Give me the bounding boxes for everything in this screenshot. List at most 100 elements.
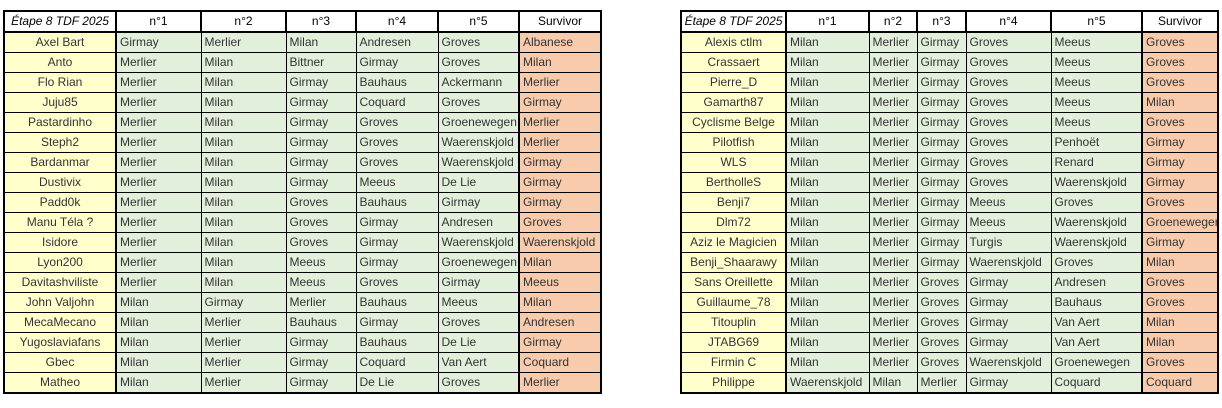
pick-cell: Merlier [115, 172, 202, 193]
predictions-table-left: Étape 8 TDF 2025 n°1 n°2 n°3 n°4 n°5 Survivor A… [3, 10, 602, 394]
pick-cell: Merlier [115, 152, 202, 173]
pick-cell: Girmay [916, 92, 967, 113]
pick-cell: Merlier [868, 31, 918, 53]
pick-cell: Girmay [355, 52, 439, 73]
survivor-cell: Milan [518, 252, 602, 273]
pick-cell: Milan [200, 252, 287, 273]
table-row: Cyclisme Belge Milan Merlier Girmay Groves Me… [680, 112, 1219, 133]
pick-cell: Milan [200, 132, 287, 153]
pick-cell: Waerenskjold [1050, 172, 1143, 193]
column-header-n5: n°5 [1050, 10, 1143, 33]
pick-cell: Girmay [916, 132, 967, 153]
pick-cell: Van Aert [1050, 312, 1143, 333]
pick-cell: Merlier [868, 132, 918, 153]
pick-cell: Merlier [868, 292, 918, 313]
survivor-cell: Coquard [1141, 372, 1219, 394]
pick-cell: Milan [200, 112, 287, 133]
table-row: Axel Bart Girmay Merlier Milan Andresen Grove… [3, 31, 602, 53]
table-row: Padd0k Merlier Milan Groves Bauhaus Girmay Gir… [3, 192, 602, 213]
pick-cell: Meeus [355, 172, 439, 193]
pick-cell: Van Aert [437, 352, 520, 373]
table-row: Dlm72 Milan Merlier Girmay Meeus Waerenskjold… [680, 212, 1219, 233]
pick-cell: Milan [115, 372, 202, 394]
pick-cell: Milan [285, 31, 357, 53]
pick-cell: Waerenskjold [437, 132, 520, 153]
pick-cell: Merlier [115, 212, 202, 233]
pick-cell: Merlier [115, 192, 202, 213]
survivor-cell: Girmay [518, 172, 602, 193]
pick-cell: Milan [785, 232, 870, 253]
pick-cell: Merlier [115, 112, 202, 133]
pick-cell: Girmay [916, 72, 967, 93]
table-row: Isidore Merlier Milan Groves Girmay Waerenskj… [3, 232, 602, 253]
survivor-cell: Milan [1141, 252, 1219, 273]
pick-cell: Girmay [916, 152, 967, 173]
pick-cell: Milan [868, 372, 918, 394]
table-row: Davitashviliste Merlier Milan Meeus Groves Gi… [3, 272, 602, 293]
pick-cell: Girmay [355, 252, 439, 273]
player-name-cell: Dustivix [3, 172, 117, 193]
player-name-cell: Axel Bart [3, 31, 117, 53]
survivor-cell: Groves [1141, 52, 1219, 73]
survivor-cell: Milan [1141, 312, 1219, 333]
table-row: Matheo Milan Merlier Girmay De Lie Groves Merl… [3, 372, 602, 394]
pick-cell: Groves [916, 292, 967, 313]
pick-cell: Groves [1050, 192, 1143, 213]
pick-cell: Girmay [965, 312, 1052, 333]
pick-cell: Milan [200, 192, 287, 213]
table-row: Bardanmar Merlier Milan Girmay Groves Waerens… [3, 152, 602, 173]
survivor-cell: Andresen [518, 312, 602, 333]
pick-cell: Meeus [1050, 52, 1143, 73]
column-header-n1: n°1 [115, 10, 202, 33]
pick-cell: Girmay [965, 332, 1052, 353]
pick-cell: Bauhaus [355, 332, 439, 353]
pick-cell: Girmay [916, 252, 967, 273]
pick-cell: Girmay [965, 272, 1052, 293]
pick-cell: Milan [200, 172, 287, 193]
table-row: Flo Rian Merlier Milan Girmay Bauhaus Ackerma… [3, 72, 602, 93]
pick-cell: Groves [916, 352, 967, 373]
survivor-cell: Milan [1141, 92, 1219, 113]
pick-cell: Groves [285, 232, 357, 253]
pick-cell: Milan [785, 252, 870, 273]
survivor-cell: Albanese [518, 31, 602, 53]
table-row: Manu Téla ? Merlier Milan Groves Girmay Andre… [3, 212, 602, 233]
column-header-n3: n°3 [285, 10, 357, 33]
pick-cell: Milan [785, 192, 870, 213]
pick-cell: Bauhaus [1050, 292, 1143, 313]
pick-cell: Girmay [285, 132, 357, 153]
player-name-cell: Dlm72 [680, 212, 787, 233]
player-name-cell: Philippe [680, 372, 787, 394]
pick-cell: Girmay [437, 272, 520, 293]
player-name-cell: Padd0k [3, 192, 117, 213]
survivor-cell: Merlier [518, 132, 602, 153]
player-name-cell: Titouplin [680, 312, 787, 333]
survivor-cell: Groves [1141, 192, 1219, 213]
pick-cell: Milan [785, 31, 870, 53]
pick-cell: Groves [285, 212, 357, 233]
table-title: Étape 8 TDF 2025 [680, 10, 787, 33]
pick-cell: Milan [785, 272, 870, 293]
survivor-cell: Girmay [518, 152, 602, 173]
pick-cell: Girmay [285, 352, 357, 373]
survivor-cell: Groves [1141, 112, 1219, 133]
pick-cell: Meeus [1050, 31, 1143, 53]
pick-cell: Girmay [355, 312, 439, 333]
pick-cell: Groves [437, 372, 520, 394]
column-header-n1: n°1 [785, 10, 870, 33]
pick-cell: Merlier [285, 292, 357, 313]
pick-cell: Meeus [285, 252, 357, 273]
table-row: BertholleS Milan Merlier Girmay Groves Waeren… [680, 172, 1219, 193]
pick-cell: Waerenskjold [965, 352, 1052, 373]
pick-cell: Merlier [115, 72, 202, 93]
pick-cell: Meeus [285, 272, 357, 293]
pick-cell: Girmay [916, 112, 967, 133]
table-row: Sans Oreillette Milan Merlier Groves Girmay A… [680, 272, 1219, 293]
pick-cell: Merlier [868, 232, 918, 253]
table-row: Steph2 Merlier Milan Girmay Groves Waerenskjo… [3, 132, 602, 153]
survivor-cell: Girmay [518, 92, 602, 113]
table-row: Benji7 Milan Merlier Girmay Meeus Groves Grove… [680, 192, 1219, 213]
pick-cell: Bauhaus [355, 192, 439, 213]
survivor-cell: Groves [1141, 292, 1219, 313]
pick-cell: Milan [115, 312, 202, 333]
